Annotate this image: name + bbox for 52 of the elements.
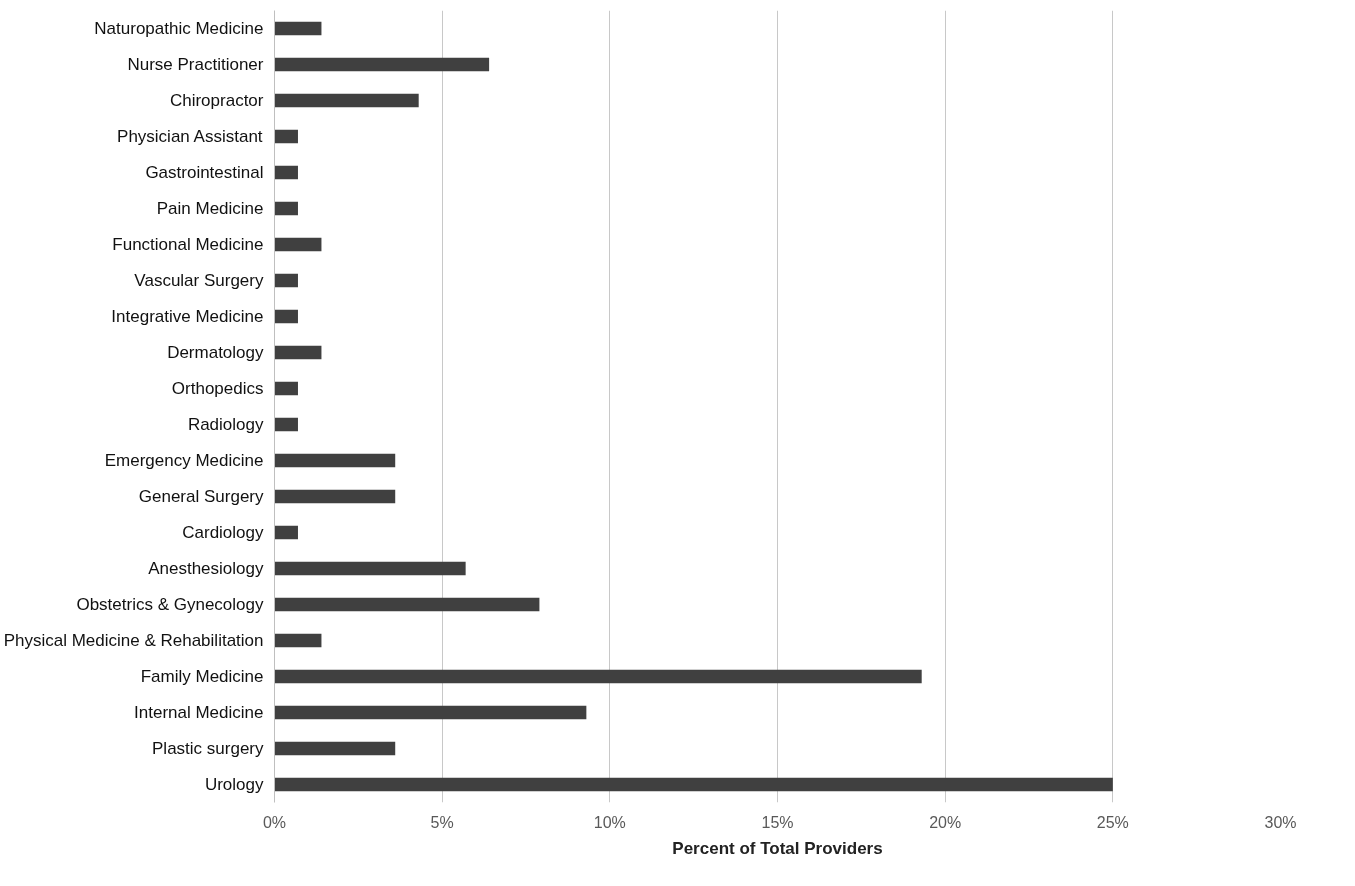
- y-tick-label: Dermatology: [167, 343, 264, 362]
- y-tick-label: Anesthesiology: [148, 559, 264, 578]
- y-tick-label: Gastrointestinal: [145, 163, 264, 182]
- bar: [274, 741, 396, 756]
- y-tick-label: Vascular Surgery: [134, 271, 264, 290]
- bar: [274, 273, 298, 288]
- y-tick-label: Cardiology: [182, 523, 264, 542]
- bar: [274, 165, 298, 180]
- y-tick-label: Chiropractor: [169, 91, 264, 110]
- bar: [274, 345, 322, 360]
- y-tick-label: Pain Medicine: [156, 199, 264, 218]
- x-tick-label: 10%: [593, 813, 626, 831]
- bar: [274, 561, 466, 576]
- x-axis-title: Percent of Total Providers: [672, 838, 883, 858]
- x-tick-label: 15%: [761, 813, 794, 831]
- y-tick-label: Nurse Practitioner: [127, 55, 264, 74]
- y-tick-label: Naturopathic Medicine: [94, 19, 264, 38]
- bar: [274, 57, 490, 72]
- bar: [274, 453, 396, 468]
- x-tick-label: 30%: [1264, 813, 1297, 831]
- bar: [274, 309, 298, 324]
- y-tick-label: Functional Medicine: [112, 235, 264, 254]
- bar: [274, 21, 322, 36]
- bar: [274, 129, 298, 144]
- bar: [274, 93, 419, 108]
- x-tick-label: 5%: [430, 813, 454, 831]
- y-tick-label: Urology: [204, 775, 264, 794]
- bar: [274, 705, 587, 720]
- bar: [274, 201, 298, 216]
- x-tick-label: 20%: [929, 813, 962, 831]
- bar: [274, 489, 396, 504]
- bar: [274, 633, 322, 648]
- x-tick-label: 25%: [1096, 813, 1129, 831]
- y-tick-label: General Surgery: [138, 487, 264, 506]
- y-tick-label: Integrative Medicine: [111, 307, 264, 326]
- bar: [274, 525, 298, 540]
- y-tick-label: Internal Medicine: [134, 703, 264, 722]
- bar: [274, 417, 298, 432]
- y-tick-label: Family Medicine: [140, 667, 264, 686]
- y-tick-label: Obstetrics & Gynecology: [76, 595, 264, 614]
- bar: [274, 777, 1113, 792]
- y-tick-label: Physician Assistant: [117, 127, 263, 146]
- y-tick-label: Orthopedics: [171, 379, 264, 398]
- bar: [274, 237, 322, 252]
- y-tick-label: Emergency Medicine: [104, 451, 264, 470]
- x-tick-label: 0%: [262, 813, 287, 831]
- bar: [274, 381, 298, 396]
- bar: [274, 669, 922, 684]
- y-tick-label: Physical Medicine & Rehabilitation: [3, 631, 264, 650]
- bar: [274, 597, 540, 612]
- y-tick-label: Plastic surgery: [152, 739, 264, 758]
- y-tick-label: Radiology: [187, 415, 264, 434]
